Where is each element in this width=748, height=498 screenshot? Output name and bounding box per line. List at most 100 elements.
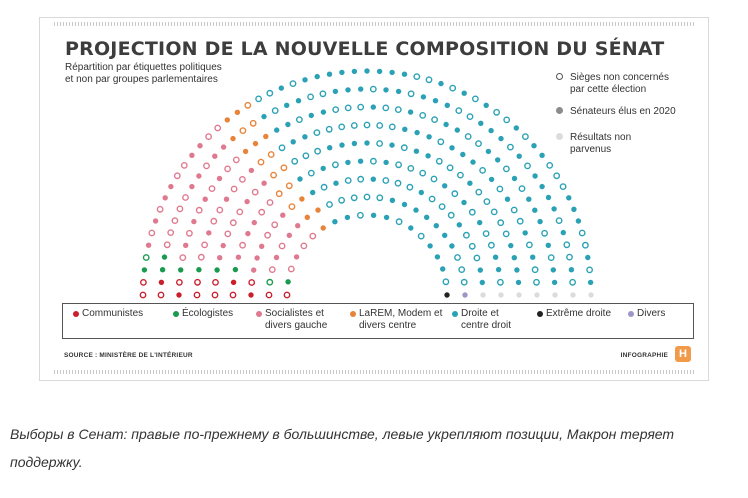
seat-elected-socialistes — [220, 144, 227, 150]
seat-elected-droite — [550, 267, 556, 273]
seat-not-concerned-communistes — [248, 279, 256, 286]
seat-elected-droite — [383, 214, 390, 221]
seat-elected-droite — [575, 218, 582, 224]
seat-not-concerned-droite — [521, 133, 529, 141]
legend-divers-label: Divers — [637, 308, 666, 319]
seat-not-concerned-droite — [313, 129, 321, 137]
seat-elected-droite — [413, 207, 419, 213]
seat-elected-droite — [539, 183, 545, 190]
seat-elected-droite — [516, 153, 522, 159]
legend-larem-line1: LaREM, Modem et — [359, 308, 443, 319]
seat-not-concerned-droite — [325, 125, 333, 133]
seat-elected-droite — [310, 189, 316, 196]
seat-not-concerned-droite — [406, 183, 414, 191]
legend-extreme-droite: Extrême droite — [537, 308, 611, 320]
seat-elected-droite — [345, 159, 351, 166]
seat-not-concerned-droite — [350, 194, 358, 202]
seat-elected-socialistes — [168, 183, 174, 190]
seat-elected-socialistes — [196, 173, 202, 179]
seat-elected-socialistes — [206, 230, 212, 236]
seat-elected-socialistes — [152, 218, 159, 224]
seat-elected-socialistes — [212, 153, 218, 159]
seat-not-concerned-droite — [460, 278, 468, 286]
seat-not-concerned-communistes — [211, 291, 219, 299]
seat-not-concerned-droite — [555, 217, 563, 225]
seat-elected-socialistes — [248, 167, 255, 174]
chart-subtitle: Répartition par étiquettes politiques et… — [65, 62, 285, 86]
seat-not-concerned-droite — [344, 177, 352, 184]
seat-elected-droite — [522, 230, 528, 236]
seat-not-concerned-socialistes — [278, 242, 286, 250]
seat-not-concerned-droite — [307, 93, 314, 101]
seat-pending — [588, 292, 594, 298]
image-caption: Выборы в Сенат: правые по-прежнему в бол… — [10, 426, 675, 470]
seat-not-concerned-droite — [419, 169, 427, 177]
seat-not-concerned-socialistes — [210, 217, 218, 225]
seat-not-concerned-droite — [395, 218, 403, 226]
seat-elected-droite — [426, 134, 432, 140]
seat-not-concerned-socialistes — [258, 208, 266, 216]
seat-not-concerned-droite — [516, 217, 524, 225]
seat-not-concerned-socialistes — [266, 199, 274, 206]
seat-elected-droite — [351, 68, 358, 75]
seat-not-concerned-larem — [288, 203, 296, 211]
seat-elected-droite — [511, 255, 517, 261]
seat-elected-socialistes — [251, 267, 257, 273]
seat-not-concerned-droite — [289, 80, 297, 87]
seat-not-concerned-droite — [479, 166, 486, 174]
light-circle-icon — [556, 133, 563, 140]
key-elected-label: Sénateurs élus en 2020 — [570, 106, 676, 117]
key-pending: Résultats non parvenus — [556, 132, 706, 156]
key-not-concerned-line2: par cette élection — [570, 84, 647, 95]
seat-not-concerned-communistes — [283, 291, 291, 299]
seat-elected-ecologistes — [214, 267, 220, 273]
seat-not-concerned-droite — [569, 278, 576, 286]
seat-elected-droite — [290, 139, 296, 145]
legend-larem-line2: divers centre — [359, 320, 417, 331]
seat-not-concerned-droite — [483, 198, 491, 206]
seat-elected-extreme_droite — [444, 292, 450, 298]
seat-elected-larem — [315, 207, 321, 213]
seat-not-concerned-droite — [363, 193, 371, 201]
seat-elected-socialistes — [189, 152, 195, 158]
seat-elected-socialistes — [273, 254, 280, 261]
seat-not-concerned-socialistes — [224, 165, 232, 173]
seat-elected-droite — [408, 225, 414, 231]
seat-not-concerned-droite — [395, 161, 402, 169]
seat-elected-droite — [320, 165, 326, 172]
seat-elected-socialistes — [216, 175, 223, 182]
seat-not-concerned-droite — [295, 116, 303, 124]
seat-elected-droite — [274, 127, 280, 133]
seat-not-concerned-socialistes — [185, 229, 193, 237]
legend-socialistes-line1: Socialistes et — [265, 308, 324, 319]
seat-elected-droite — [460, 151, 466, 158]
infographie-credit: INFOGRAPHIE — [620, 352, 668, 359]
seat-not-concerned-larem — [267, 151, 275, 158]
seat-elected-droite — [551, 279, 558, 286]
seat-elected-droite — [587, 279, 594, 286]
seat-elected-droite — [532, 173, 538, 179]
top-decorative-stripe — [54, 22, 694, 26]
seat-not-concerned-socialistes — [264, 231, 272, 239]
seat-pending — [534, 292, 540, 298]
publisher-logo: H — [675, 346, 691, 362]
legend-larem: LaREM, Modem et divers centre — [350, 308, 442, 332]
seat-elected-larem — [242, 148, 249, 155]
key-pending-line1: Résultats non — [570, 132, 632, 143]
ecologistes-dot-icon — [173, 311, 179, 317]
seat-not-concerned-droite — [435, 157, 443, 165]
seat-not-concerned-droite — [566, 253, 573, 261]
seat-not-concerned-droite — [407, 164, 415, 172]
seat-not-concerned-droite — [431, 116, 438, 124]
bottom-decorative-stripe — [54, 370, 694, 374]
seat-elected-droite — [477, 267, 483, 273]
seat-elected-droite — [383, 159, 389, 166]
seat-elected-socialistes — [254, 255, 260, 261]
seat-not-concerned-droite — [357, 103, 365, 111]
seat-elected-ecologistes — [161, 254, 168, 260]
seat-not-concerned-socialistes — [214, 124, 222, 132]
seat-elected-communistes — [176, 292, 182, 298]
subtitle-line-2: et non par groupes parlementaires — [65, 74, 218, 85]
seat-not-concerned-droite — [376, 122, 384, 129]
seat-elected-droite — [320, 109, 327, 115]
